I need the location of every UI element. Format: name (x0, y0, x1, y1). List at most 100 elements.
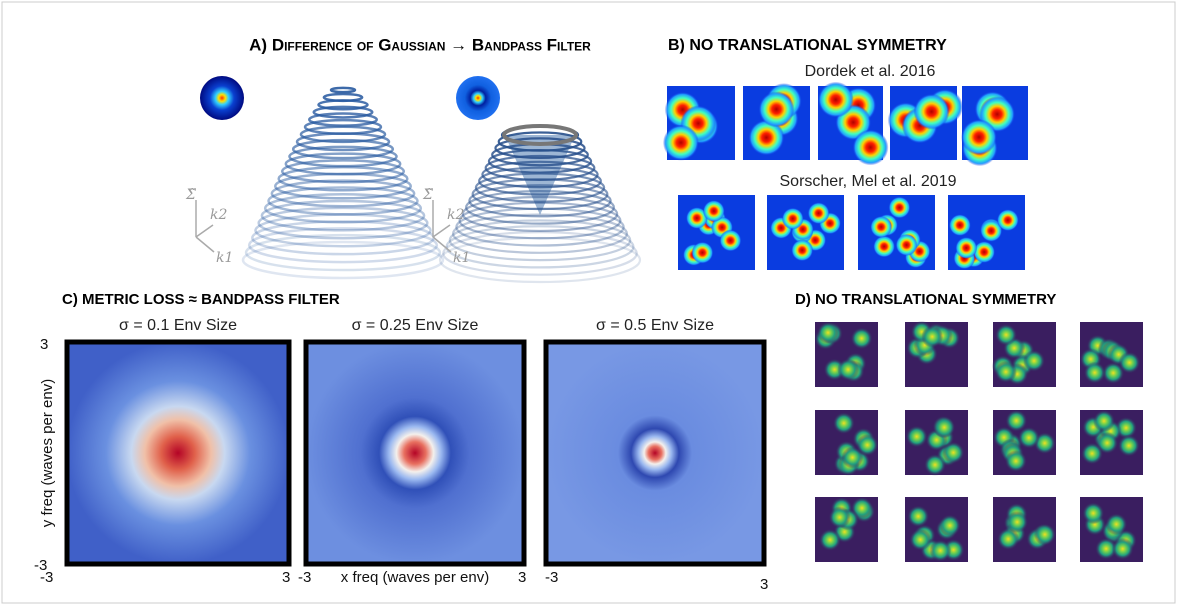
firing-field (791, 239, 813, 261)
panel-title: D) NO TRANSLATIONAL SYMMETRY (795, 291, 1056, 308)
tick-label: -3 (40, 569, 53, 586)
panel-title: A) Difference of Gaussian → Bandpass Fil… (249, 35, 591, 54)
firing-field (906, 426, 928, 448)
map-image (815, 497, 878, 562)
tick-label: -3 (298, 569, 311, 586)
inset (456, 76, 500, 120)
firing-field (837, 359, 859, 381)
firing-field (939, 515, 961, 537)
map-image (993, 410, 1056, 475)
firing-field (1105, 513, 1127, 535)
map-image (992, 322, 1056, 387)
ring (331, 88, 355, 92)
firing-field (961, 119, 997, 155)
caption: Sorscher, Mel et al. 2019 (780, 173, 957, 190)
firing-field (1006, 511, 1028, 533)
firing-field (955, 237, 977, 259)
axis-label: Σ̃ (422, 187, 433, 203)
axis-label: k1 (216, 250, 233, 266)
map-image (905, 497, 968, 562)
map-image (818, 82, 889, 166)
firing-field (1118, 435, 1140, 457)
map-image (1080, 322, 1143, 387)
tick-label: 3 (282, 569, 290, 586)
firing-field (758, 91, 794, 127)
map-image (678, 195, 755, 270)
firing-field (719, 230, 741, 252)
firing-field (1018, 427, 1040, 449)
firing-field (856, 434, 878, 456)
map-image (743, 83, 810, 160)
panel-title: C) METRIC LOSS ≈ BANDPASS FILTER (62, 291, 340, 308)
firing-field (995, 361, 1017, 383)
map-image (905, 321, 968, 387)
axis-label: k2 (447, 207, 464, 223)
firing-field (873, 235, 895, 257)
map-image (948, 195, 1025, 270)
map-image (815, 410, 878, 476)
subtitle: σ = 0.5 Env Size (596, 317, 714, 334)
firing-field (1082, 502, 1104, 524)
firing-field (1034, 523, 1056, 545)
firing-field (851, 327, 873, 349)
firing-field (1084, 362, 1106, 384)
firing-field (1023, 350, 1045, 372)
firing-field (1118, 352, 1140, 374)
map-image (961, 86, 1028, 166)
firing-field (852, 129, 888, 165)
cone (243, 88, 443, 278)
firing-field (1081, 442, 1103, 464)
tick-label: 3 (40, 336, 48, 353)
ring (246, 235, 440, 270)
firing-field (663, 125, 699, 161)
map-image (1080, 410, 1143, 475)
map-image (767, 195, 844, 270)
firing-field (995, 324, 1017, 346)
firing-field (829, 506, 851, 528)
firing-field (924, 454, 946, 476)
axis-title: y freq (waves per env) (39, 379, 56, 527)
map-image (663, 86, 735, 161)
axis-label: k2 (210, 207, 227, 223)
firing-field (703, 200, 725, 222)
firing-field (942, 442, 964, 464)
heatmap (306, 342, 524, 564)
firing-field (782, 208, 804, 230)
map-image (905, 410, 968, 476)
firing-field (1005, 450, 1027, 472)
firing-field (819, 529, 841, 551)
firing-field (921, 326, 943, 348)
figure: A) Difference of Gaussian → Bandpass Fil… (0, 0, 1177, 605)
firing-field (691, 242, 713, 264)
tick-label: 3 (760, 576, 768, 593)
firing-field (818, 82, 854, 118)
firing-field (833, 412, 855, 434)
firing-field (997, 209, 1019, 231)
subtitle: σ = 0.25 Env Size (352, 317, 479, 334)
tick-label: 3 (518, 569, 526, 586)
firing-field (1112, 538, 1134, 560)
firing-field (929, 540, 951, 562)
map-image (858, 195, 935, 270)
firing-field (949, 214, 971, 236)
firing-field (808, 202, 830, 224)
map-image (815, 322, 878, 387)
map-image (888, 86, 963, 160)
firing-field (817, 322, 839, 344)
firing-field (1093, 410, 1115, 432)
axis-label: k1 (453, 250, 470, 266)
firing-field (870, 216, 892, 238)
firing-field (933, 416, 955, 438)
heatmap (67, 342, 289, 564)
firing-field (907, 505, 929, 527)
axis-label: Σ̃ (185, 187, 196, 203)
caption: Dordek et al. 2016 (805, 63, 936, 80)
firing-field (909, 529, 931, 551)
map-image (993, 497, 1056, 562)
panel-title: B) NO TRANSLATIONAL SYMMETRY (668, 37, 947, 54)
heatmap (546, 342, 764, 564)
map-image (1080, 497, 1143, 562)
inset (200, 76, 244, 120)
tick-label: -3 (545, 569, 558, 586)
axis-title: x freq (waves per env) (341, 569, 489, 586)
